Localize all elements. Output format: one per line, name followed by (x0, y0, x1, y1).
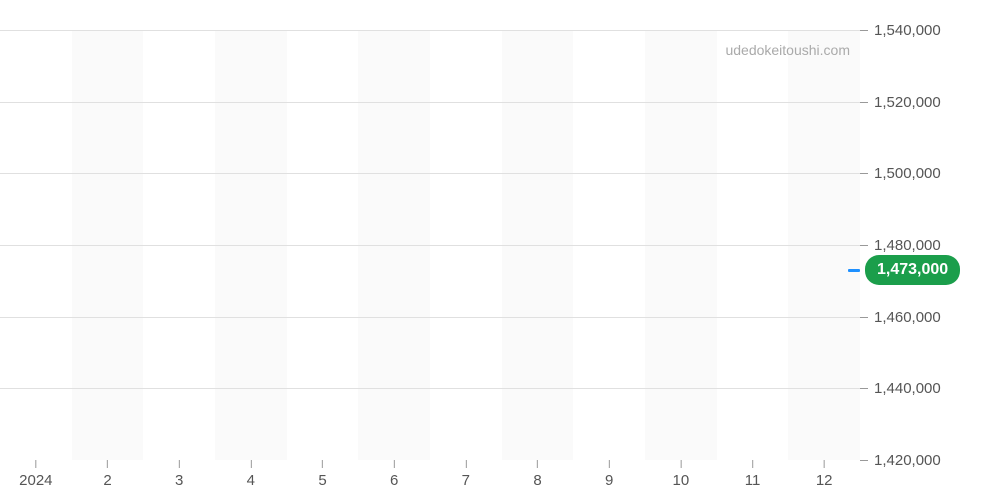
current-price-badge: 1,473,000 (865, 255, 960, 285)
x-tick-label: 9 (605, 472, 613, 489)
x-tick-label: 6 (390, 472, 398, 489)
x-tick-mark (179, 460, 180, 468)
h-gridline (0, 388, 860, 389)
x-tick: 8 (533, 460, 541, 489)
x-tick-label: 2 (103, 472, 111, 489)
y-axis: 1,420,000 1,440,000 1,460,000 1,480,000 1,50… (860, 30, 1000, 460)
y-tick-label: 1,420,000 (874, 452, 941, 469)
x-tick: 12 (816, 460, 833, 489)
y-tick-label: 1,500,000 (874, 165, 941, 182)
y-tick: 1,420,000 (860, 460, 941, 461)
x-tick: 11 (745, 460, 761, 489)
h-gridline (0, 317, 860, 318)
data-marker (848, 269, 860, 272)
x-tick-mark (107, 460, 108, 468)
x-tick-mark (824, 460, 825, 468)
y-tick-mark (860, 460, 868, 461)
y-tick: 1,520,000 (860, 102, 941, 103)
x-tick-label: 11 (745, 472, 761, 489)
x-tick-label: 2024 (19, 472, 52, 489)
h-gridline (0, 173, 860, 174)
x-tick-label: 8 (533, 472, 541, 489)
x-tick-mark (465, 460, 466, 468)
y-tick-label: 1,440,000 (874, 380, 941, 397)
h-gridline (0, 102, 860, 103)
plot-area (0, 30, 860, 460)
y-tick: 1,460,000 (860, 317, 941, 318)
y-tick-mark (860, 388, 868, 389)
x-tick-label: 10 (672, 472, 689, 489)
x-tick-mark (250, 460, 251, 468)
y-tick-mark (860, 245, 868, 246)
price-chart: 1,420,000 1,440,000 1,460,000 1,480,000 1,50… (0, 0, 1000, 500)
x-tick-label: 7 (462, 472, 470, 489)
y-tick-label: 1,540,000 (874, 22, 941, 39)
x-tick: 2024 (19, 460, 52, 489)
y-tick: 1,480,000 (860, 245, 941, 246)
x-axis: 2024 2 3 4 5 6 7 8 9 10 11 12 (0, 460, 860, 500)
y-tick: 1,500,000 (860, 173, 941, 174)
h-gridline (0, 30, 860, 31)
y-tick: 1,540,000 (860, 30, 941, 31)
y-tick-label: 1,480,000 (874, 237, 941, 254)
y-tick-mark (860, 102, 868, 103)
x-tick-label: 3 (175, 472, 183, 489)
x-tick-mark (680, 460, 681, 468)
y-tick-mark (860, 30, 868, 31)
watermark-text: udedokeitoushi.com (725, 42, 850, 58)
y-tick-label: 1,520,000 (874, 94, 941, 111)
x-tick: 2 (103, 460, 111, 489)
x-tick: 5 (318, 460, 326, 489)
x-tick-mark (752, 460, 753, 468)
y-tick: 1,440,000 (860, 388, 941, 389)
y-tick-mark (860, 317, 868, 318)
y-tick-label: 1,460,000 (874, 309, 941, 326)
x-tick: 3 (175, 460, 183, 489)
y-tick-mark (860, 173, 868, 174)
x-tick: 9 (605, 460, 613, 489)
x-tick-label: 5 (318, 472, 326, 489)
x-tick-mark (609, 460, 610, 468)
x-tick-mark (322, 460, 323, 468)
x-tick-label: 12 (816, 472, 833, 489)
x-tick-label: 4 (247, 472, 255, 489)
x-tick: 10 (672, 460, 689, 489)
x-tick: 7 (462, 460, 470, 489)
h-gridline (0, 245, 860, 246)
x-tick-mark (394, 460, 395, 468)
x-tick: 4 (247, 460, 255, 489)
x-tick-mark (537, 460, 538, 468)
x-tick: 6 (390, 460, 398, 489)
x-tick-mark (35, 460, 36, 468)
